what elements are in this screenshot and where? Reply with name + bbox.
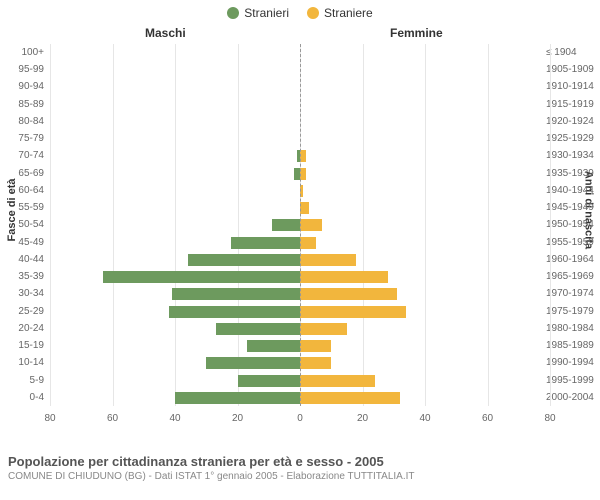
y-tick-birth: 1910-1914	[546, 80, 600, 94]
y-tick-birth: 1995-1999	[546, 374, 600, 388]
bar-male	[231, 237, 300, 249]
bar-female	[300, 271, 388, 283]
y-tick-age: 95-99	[0, 63, 44, 77]
chart-caption: Popolazione per cittadinanza straniera p…	[8, 454, 592, 482]
bar-male	[206, 357, 300, 369]
y-tick-age: 20-24	[0, 322, 44, 336]
y-tick-age: 30-34	[0, 287, 44, 301]
y-tick-birth: 1935-1939	[546, 167, 600, 181]
y-tick-birth: 1970-1974	[546, 287, 600, 301]
bar-female	[300, 375, 375, 387]
x-tick-label: 60	[107, 413, 118, 424]
center-axis	[300, 44, 301, 406]
legend: Stranieri Straniere	[0, 0, 600, 20]
x-tick-label: 80	[544, 413, 555, 424]
y-tick-birth: 1920-1924	[546, 115, 600, 129]
y-tick-age: 15-19	[0, 339, 44, 353]
bar-female	[300, 323, 347, 335]
bar-female	[300, 219, 322, 231]
x-tick-label: 80	[44, 413, 55, 424]
y-tick-birth: 1945-1949	[546, 201, 600, 215]
bar-female	[300, 288, 397, 300]
population-pyramid-chart: Stranieri Straniere Maschi Femmine Fasce…	[0, 0, 600, 500]
bar-male	[247, 340, 300, 352]
y-tick-age: 55-59	[0, 201, 44, 215]
y-tick-birth: 1985-1989	[546, 339, 600, 353]
y-tick-age: 0-4	[0, 391, 44, 405]
y-tick-birth: 1990-1994	[546, 356, 600, 370]
plot-area: 02020404060608080	[50, 44, 550, 424]
bar-female	[300, 202, 309, 214]
y-tick-age: 75-79	[0, 132, 44, 146]
y-tick-age: 25-29	[0, 305, 44, 319]
y-tick-age: 70-74	[0, 149, 44, 163]
y-tick-birth: 1925-1929	[546, 132, 600, 146]
gridline	[550, 44, 551, 406]
legend-item-female: Straniere	[307, 6, 373, 20]
bar-female	[300, 340, 331, 352]
y-tick-age: 60-64	[0, 184, 44, 198]
legend-item-male: Stranieri	[227, 6, 289, 20]
y-tick-age: 65-69	[0, 167, 44, 181]
x-tick-label: 40	[169, 413, 180, 424]
y-tick-birth: 1965-1969	[546, 270, 600, 284]
bar-female	[300, 357, 331, 369]
x-tick-label: 60	[482, 413, 493, 424]
y-tick-age: 35-39	[0, 270, 44, 284]
y-tick-age: 100+	[0, 46, 44, 60]
y-tick-birth: 1915-1919	[546, 98, 600, 112]
y-tick-birth: ≤ 1904	[546, 46, 600, 60]
y-tick-birth: 1930-1934	[546, 149, 600, 163]
y-tick-birth: 1960-1964	[546, 253, 600, 267]
bar-female	[300, 237, 316, 249]
y-tick-birth: 2000-2004	[546, 391, 600, 405]
column-title-male: Maschi	[145, 26, 186, 40]
legend-label-male: Stranieri	[244, 6, 289, 20]
bar-female	[300, 254, 356, 266]
y-tick-age: 45-49	[0, 236, 44, 250]
y-tick-age: 10-14	[0, 356, 44, 370]
caption-subtitle: COMUNE DI CHIUDUNO (BG) - Dati ISTAT 1° …	[8, 471, 592, 482]
y-tick-age: 85-89	[0, 98, 44, 112]
bar-male	[103, 271, 300, 283]
y-tick-age: 5-9	[0, 374, 44, 388]
legend-swatch-male	[227, 7, 239, 19]
legend-label-female: Straniere	[324, 6, 373, 20]
x-tick-label: 40	[419, 413, 430, 424]
y-axis-left-ticks: 100+ 95-99 90-94 85-89 80-84 75-79 70-74 65-69 6…	[0, 44, 48, 406]
bar-female	[300, 392, 400, 404]
bar-male	[175, 392, 300, 404]
y-tick-birth: 1955-1959	[546, 236, 600, 250]
bar-female	[300, 306, 406, 318]
y-tick-birth: 1975-1979	[546, 305, 600, 319]
x-tick-label: 20	[232, 413, 243, 424]
column-title-female: Femmine	[390, 26, 443, 40]
bar-male	[272, 219, 300, 231]
bar-male	[238, 375, 301, 387]
bar-male	[216, 323, 300, 335]
x-tick-label: 0	[297, 413, 303, 424]
bar-male	[169, 306, 300, 318]
caption-title: Popolazione per cittadinanza straniera p…	[8, 454, 592, 469]
bar-male	[172, 288, 300, 300]
x-tick-label: 20	[357, 413, 368, 424]
y-tick-age: 50-54	[0, 218, 44, 232]
bar-male	[188, 254, 301, 266]
y-tick-age: 90-94	[0, 80, 44, 94]
y-tick-birth: 1980-1984	[546, 322, 600, 336]
legend-swatch-female	[307, 7, 319, 19]
y-tick-age: 80-84	[0, 115, 44, 129]
y-tick-birth: 1950-1954	[546, 218, 600, 232]
y-tick-age: 40-44	[0, 253, 44, 267]
y-tick-birth: 1940-1944	[546, 184, 600, 198]
y-tick-birth: 1905-1909	[546, 63, 600, 77]
x-axis-ticks: 02020404060608080	[50, 408, 550, 424]
